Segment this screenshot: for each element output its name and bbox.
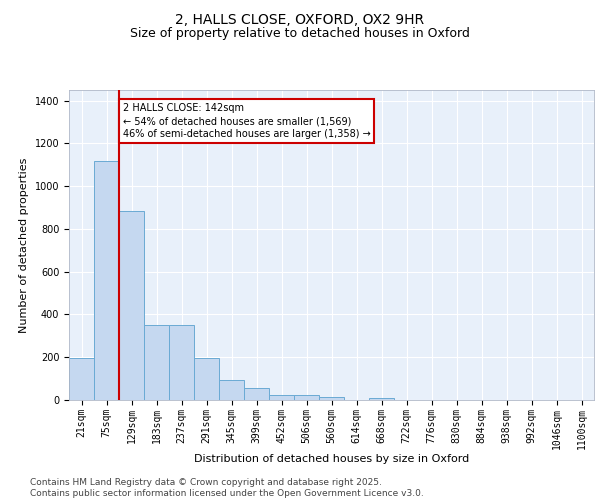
- Bar: [144, 325, 169, 400]
- Text: Size of property relative to detached houses in Oxford: Size of property relative to detached ho…: [130, 28, 470, 40]
- Bar: [119, 211, 144, 400]
- Bar: [94, 160, 119, 400]
- X-axis label: Distribution of detached houses by size in Oxford: Distribution of detached houses by size …: [194, 454, 469, 464]
- Text: 2, HALLS CLOSE, OXFORD, OX2 9HR: 2, HALLS CLOSE, OXFORD, OX2 9HR: [175, 12, 425, 26]
- Y-axis label: Number of detached properties: Number of detached properties: [19, 158, 29, 332]
- Bar: [219, 380, 244, 400]
- Text: Contains HM Land Registry data © Crown copyright and database right 2025.
Contai: Contains HM Land Registry data © Crown c…: [30, 478, 424, 498]
- Bar: [244, 388, 269, 400]
- Bar: [369, 398, 394, 400]
- Bar: [194, 358, 219, 400]
- Bar: [294, 396, 319, 400]
- Bar: [69, 358, 94, 400]
- Bar: [169, 325, 194, 400]
- Text: 2 HALLS CLOSE: 142sqm
← 54% of detached houses are smaller (1,569)
46% of semi-d: 2 HALLS CLOSE: 142sqm ← 54% of detached …: [123, 103, 371, 139]
- Bar: [269, 394, 294, 400]
- Bar: [319, 396, 344, 400]
